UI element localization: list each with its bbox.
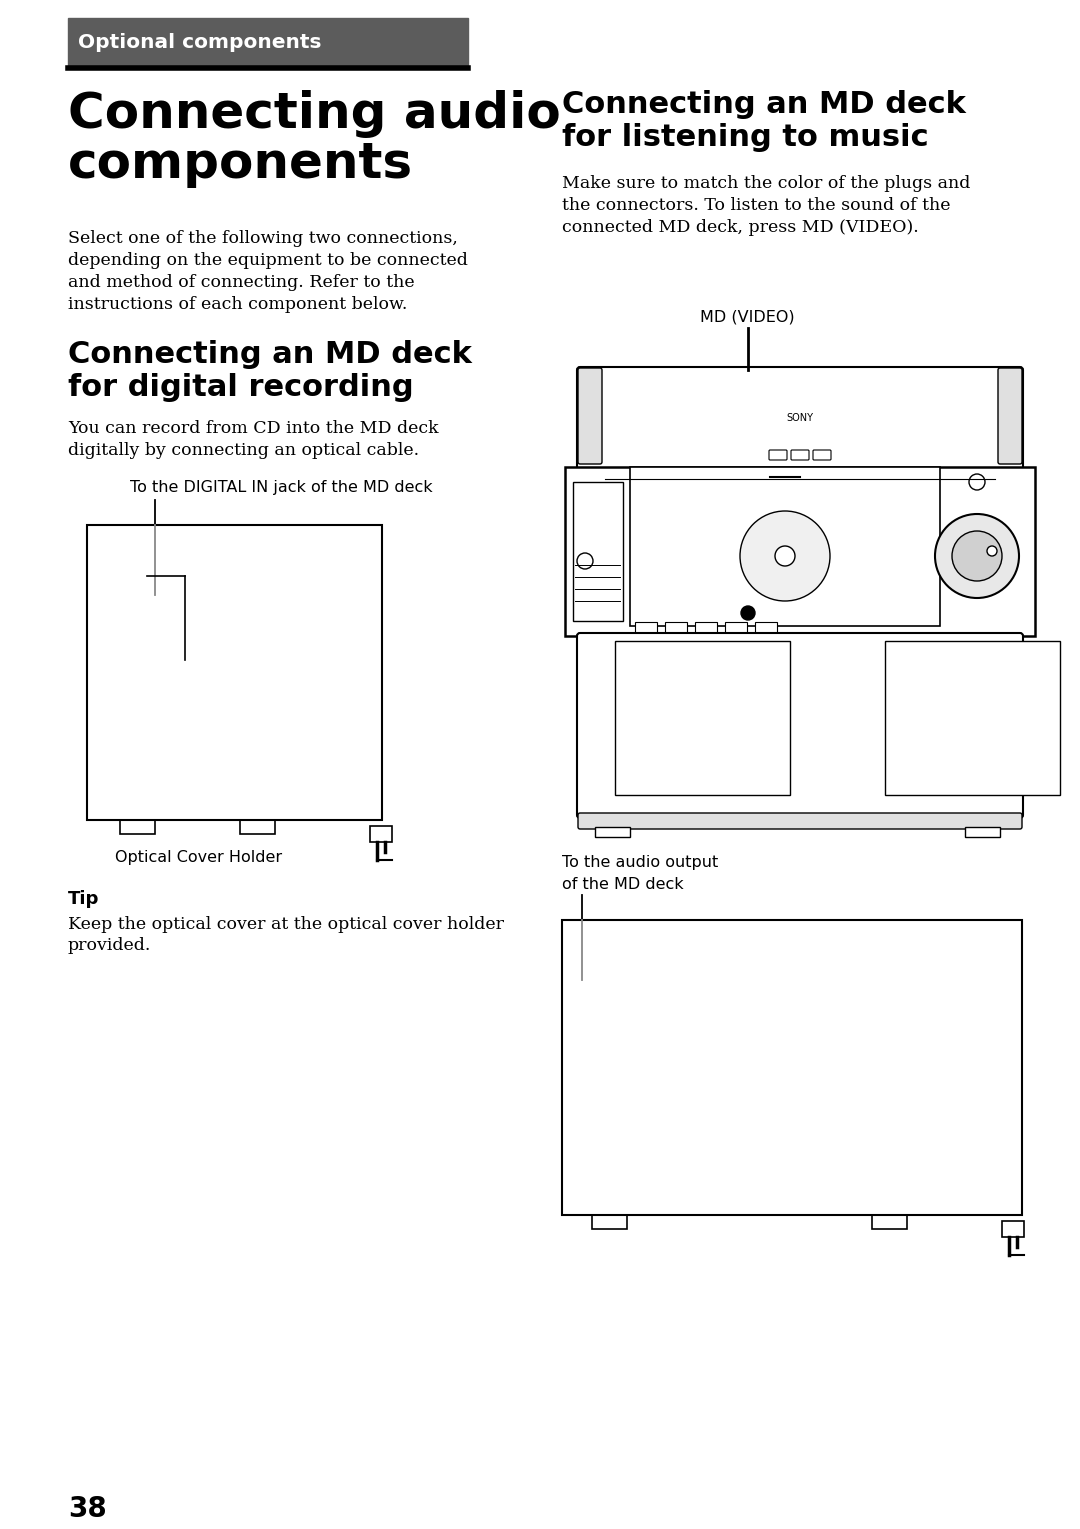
Bar <box>885 641 1059 795</box>
Bar <box>583 1050 595 1060</box>
Bar <box>99 749 119 764</box>
Bar <box>87 524 382 820</box>
Bar <box>1002 1222 1024 1237</box>
Text: provided.: provided. <box>68 937 151 954</box>
Bar <box>68 18 468 67</box>
Bar <box>120 820 156 833</box>
Bar <box>570 1121 654 1180</box>
Circle shape <box>741 605 755 619</box>
Bar <box>572 1005 657 1070</box>
Bar <box>707 1044 832 1145</box>
Text: Connecting audio: Connecting audio <box>68 90 561 138</box>
Bar <box>755 622 777 636</box>
Circle shape <box>740 511 831 601</box>
FancyBboxPatch shape <box>813 450 831 460</box>
Bar <box>615 641 789 795</box>
Text: of the MD deck: of the MD deck <box>562 878 684 891</box>
Text: Make sure to match the color of the plugs and: Make sure to match the color of the plug… <box>562 174 970 193</box>
Text: 38: 38 <box>68 1495 107 1523</box>
Text: digitally by connecting an optical cable.: digitally by connecting an optical cable… <box>68 442 419 459</box>
Bar <box>573 1154 593 1170</box>
Bar <box>592 1216 627 1229</box>
Text: Tip: Tip <box>68 890 99 908</box>
Text: the connectors. To listen to the sound of the: the connectors. To listen to the sound o… <box>562 197 950 214</box>
Text: connected MD deck, press MD (VIDEO).: connected MD deck, press MD (VIDEO). <box>562 219 919 235</box>
Bar <box>619 982 632 995</box>
Text: Connecting an MD deck: Connecting an MD deck <box>68 339 472 368</box>
Text: To the DIGITAL IN jack of the MD deck: To the DIGITAL IN jack of the MD deck <box>130 480 433 495</box>
Bar <box>573 482 623 621</box>
Bar <box>599 1050 611 1060</box>
Text: You can record from CD into the MD deck: You can record from CD into the MD deck <box>68 420 438 437</box>
Bar <box>97 567 117 586</box>
Bar <box>562 920 1022 1216</box>
Bar <box>565 466 1035 636</box>
FancyBboxPatch shape <box>578 813 1022 829</box>
Bar <box>625 1154 645 1170</box>
Bar <box>108 619 120 630</box>
Bar <box>108 607 120 618</box>
Circle shape <box>602 982 616 995</box>
Bar <box>220 619 345 720</box>
Bar <box>595 827 630 836</box>
Bar <box>665 622 687 636</box>
FancyBboxPatch shape <box>578 368 602 463</box>
Bar <box>240 820 275 833</box>
Circle shape <box>775 546 795 566</box>
Bar <box>625 1174 645 1190</box>
Bar <box>580 1017 625 1055</box>
Bar <box>99 729 119 745</box>
FancyBboxPatch shape <box>769 450 787 460</box>
Bar <box>599 1174 619 1190</box>
Text: To the audio output: To the audio output <box>562 855 718 870</box>
Bar <box>583 1037 595 1047</box>
Bar <box>105 587 150 625</box>
Circle shape <box>951 531 1002 581</box>
Bar <box>635 622 657 636</box>
Circle shape <box>987 546 997 557</box>
Text: SONY: SONY <box>786 413 813 424</box>
Text: MD (VIDEO): MD (VIDEO) <box>700 310 795 326</box>
Circle shape <box>117 569 131 583</box>
Bar <box>124 619 136 630</box>
Text: Optional components: Optional components <box>78 34 322 52</box>
FancyBboxPatch shape <box>998 368 1022 463</box>
Bar <box>125 749 145 764</box>
Bar <box>95 696 180 755</box>
Bar <box>95 654 145 680</box>
FancyBboxPatch shape <box>577 633 1023 818</box>
Bar <box>599 1154 619 1170</box>
FancyBboxPatch shape <box>791 450 809 460</box>
Text: for listening to music: for listening to music <box>562 122 929 151</box>
Bar <box>151 729 171 745</box>
Text: components: components <box>68 141 414 188</box>
Bar <box>570 1083 620 1107</box>
Circle shape <box>935 514 1020 598</box>
Bar <box>370 826 392 842</box>
FancyBboxPatch shape <box>577 367 1023 469</box>
Bar <box>966 827 1000 836</box>
Text: Keep the optical cover at the optical cover holder: Keep the optical cover at the optical co… <box>68 916 504 933</box>
Bar <box>872 1216 907 1229</box>
Bar <box>573 1174 593 1190</box>
Bar <box>760 479 840 488</box>
Text: Connecting an MD deck: Connecting an MD deck <box>562 90 966 119</box>
Text: instructions of each component below.: instructions of each component below. <box>68 297 407 313</box>
Text: Select one of the following two connections,: Select one of the following two connecti… <box>68 229 458 248</box>
Text: depending on the equipment to be connected: depending on the equipment to be connect… <box>68 252 468 269</box>
Bar <box>696 622 717 636</box>
Bar <box>725 622 747 636</box>
Text: for digital recording: for digital recording <box>68 373 414 402</box>
Bar <box>151 749 171 764</box>
Bar <box>97 575 183 641</box>
Bar <box>599 1037 611 1047</box>
Text: and method of connecting. Refer to the: and method of connecting. Refer to the <box>68 274 415 291</box>
Bar <box>124 607 136 618</box>
Bar <box>572 980 592 998</box>
Text: Optical Cover Holder: Optical Cover Holder <box>114 850 282 865</box>
Bar <box>125 729 145 745</box>
Bar <box>630 466 940 625</box>
Bar <box>134 570 147 583</box>
